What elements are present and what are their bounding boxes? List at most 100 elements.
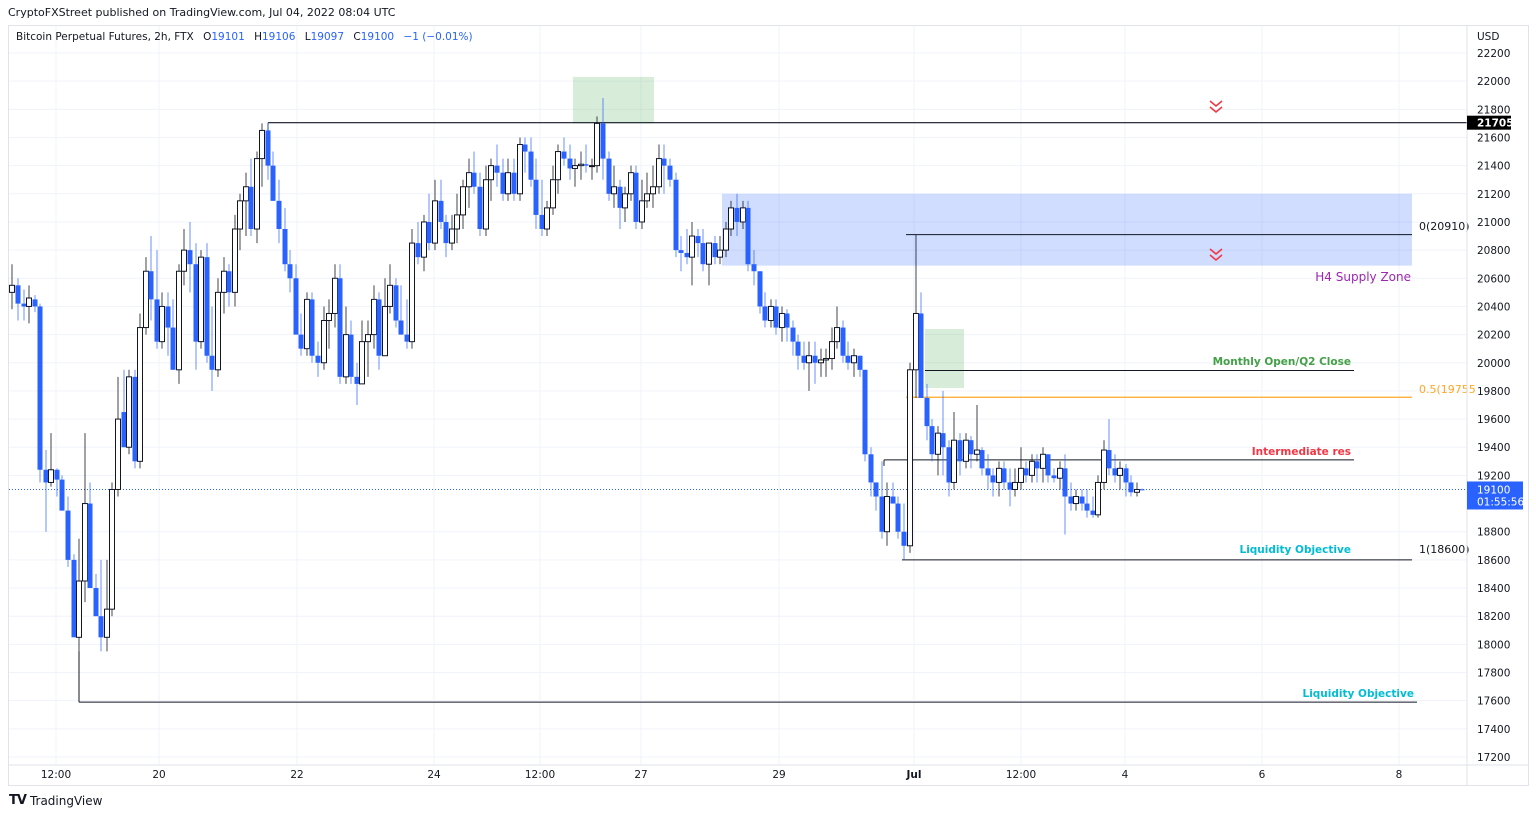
candle-body[interactable]: [834, 327, 840, 343]
candle-body[interactable]: [946, 447, 952, 483]
candle-body[interactable]: [1128, 482, 1134, 493]
candle-body[interactable]: [1018, 467, 1024, 483]
candle-body[interactable]: [734, 207, 740, 222]
candle-body[interactable]: [884, 496, 890, 533]
candle-body[interactable]: [398, 320, 404, 335]
candle-body[interactable]: [555, 151, 561, 181]
candle-body[interactable]: [432, 200, 438, 244]
candle-body[interactable]: [132, 376, 138, 462]
candle-body[interactable]: [717, 249, 723, 258]
green-box-mid[interactable]: [925, 328, 964, 389]
candle-body[interactable]: [539, 214, 545, 229]
candle-body[interactable]: [315, 355, 321, 363]
candle-body[interactable]: [43, 469, 49, 483]
candle-body[interactable]: [276, 200, 282, 229]
candle-body[interactable]: [700, 243, 706, 265]
candle-body[interactable]: [611, 186, 617, 195]
candle-body[interactable]: [673, 179, 679, 251]
candle-body[interactable]: [600, 123, 606, 159]
candle-body[interactable]: [929, 426, 935, 455]
candle-body[interactable]: [126, 376, 132, 448]
candle-body[interactable]: [337, 278, 343, 377]
candle-body[interactable]: [109, 488, 115, 610]
candle-body[interactable]: [376, 299, 382, 356]
supply-zone[interactable]: [722, 193, 1412, 266]
candle-body[interactable]: [689, 235, 695, 258]
candle-body[interactable]: [421, 221, 427, 258]
candle-body[interactable]: [985, 468, 991, 476]
candle-body[interactable]: [1023, 468, 1029, 476]
candle-body[interactable]: [913, 312, 919, 371]
candle-body[interactable]: [282, 229, 288, 265]
candle-body[interactable]: [409, 242, 415, 343]
candle-body[interactable]: [343, 334, 349, 378]
candle-body[interactable]: [393, 285, 399, 321]
candle-body[interactable]: [181, 249, 187, 272]
candle-body[interactable]: [298, 334, 304, 349]
candle-body[interactable]: [483, 179, 489, 230]
candle-body[interactable]: [15, 285, 21, 304]
candle-body[interactable]: [348, 334, 354, 377]
candle-body[interactable]: [751, 264, 757, 272]
candle-body[interactable]: [907, 369, 913, 547]
candle-body[interactable]: [371, 298, 377, 336]
candle-body[interactable]: [1073, 496, 1079, 505]
candle-body[interactable]: [248, 186, 254, 229]
candle-body[interactable]: [1095, 481, 1101, 516]
candle-body[interactable]: [1112, 468, 1118, 476]
candle-body[interactable]: [567, 158, 573, 169]
candle-body[interactable]: [990, 475, 996, 483]
candle-body[interactable]: [594, 122, 600, 167]
candle-body[interactable]: [589, 165, 595, 168]
candle-body[interactable]: [1101, 449, 1107, 483]
candle-body[interactable]: [1084, 503, 1090, 511]
candle-body[interactable]: [963, 439, 969, 462]
candle-body[interactable]: [522, 144, 528, 152]
green-box-top[interactable]: [573, 76, 654, 124]
candle-body[interactable]: [650, 186, 656, 195]
candle-body[interactable]: [996, 467, 1002, 483]
candle-body[interactable]: [644, 193, 650, 202]
candle-body[interactable]: [968, 440, 974, 455]
candle-body[interactable]: [293, 278, 299, 335]
candle-body[interactable]: [684, 252, 690, 258]
candle-body[interactable]: [895, 503, 901, 532]
candle-body[interactable]: [1139, 489, 1145, 491]
candle-body[interactable]: [21, 303, 27, 307]
candle-body[interactable]: [121, 412, 127, 448]
candle-body[interactable]: [143, 270, 149, 329]
candle-body[interactable]: [806, 355, 812, 364]
candle-body[interactable]: [617, 186, 623, 208]
candle-body[interactable]: [550, 179, 556, 209]
candle-body[interactable]: [154, 299, 160, 342]
candle-body[interactable]: [890, 496, 896, 504]
candle-body[interactable]: [868, 454, 874, 483]
candle-body[interactable]: [901, 531, 907, 546]
candle-body[interactable]: [1012, 481, 1018, 490]
candle-body[interactable]: [1117, 467, 1123, 476]
candle-body[interactable]: [1034, 461, 1040, 469]
candle-body[interactable]: [779, 312, 785, 329]
candle-body[interactable]: [426, 221, 432, 244]
candle-body[interactable]: [9, 284, 15, 293]
candle-body[interactable]: [829, 341, 835, 360]
candle-body[interactable]: [76, 580, 82, 638]
candle-body[interactable]: [1090, 510, 1096, 515]
candle-body[interactable]: [1106, 450, 1112, 469]
candle-body[interactable]: [87, 503, 93, 589]
candle-body[interactable]: [443, 221, 449, 244]
candle-body[interactable]: [26, 297, 32, 307]
candle-body[interactable]: [790, 327, 796, 342]
candle-body[interactable]: [387, 284, 393, 307]
candle-body[interactable]: [321, 320, 327, 364]
candle-body[interactable]: [505, 172, 511, 195]
candle-body[interactable]: [471, 172, 477, 187]
candle-body[interactable]: [768, 305, 774, 322]
candle-body[interactable]: [757, 271, 763, 307]
candle-body[interactable]: [382, 305, 388, 357]
candle-body[interactable]: [845, 355, 851, 363]
candle-body[interactable]: [633, 172, 639, 222]
candle-body[interactable]: [857, 355, 863, 370]
candle-body[interactable]: [879, 496, 885, 532]
